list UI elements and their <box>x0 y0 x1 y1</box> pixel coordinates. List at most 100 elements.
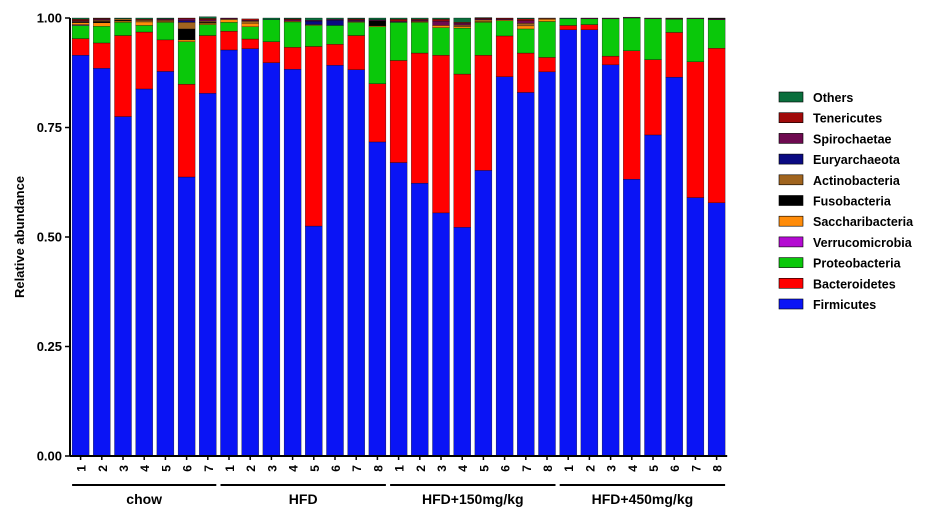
legend-swatch <box>779 258 803 268</box>
bar-segment-proteobacteria <box>539 22 556 58</box>
x-tick-label: 2 <box>244 465 258 472</box>
bar-segment-firmicutes <box>72 55 89 456</box>
bar-segment-proteobacteria <box>602 19 619 56</box>
y-tick-label: 0.50 <box>37 230 62 245</box>
y-axis-label: Relative abundance <box>12 176 27 298</box>
bar-segment-firmicutes <box>390 163 407 456</box>
bar-segment-saccharibacteria <box>242 23 259 27</box>
bar-segment-actinobacteria <box>178 22 195 29</box>
bar-segment-saccharibacteria <box>115 21 132 22</box>
bar-segment-bacteroidetes <box>581 25 598 30</box>
bar-segment-spirochaetae <box>645 18 662 19</box>
bar-segment-proteobacteria <box>72 25 89 38</box>
bar-segment-bacteroidetes <box>390 60 407 162</box>
bar-segment-others <box>411 18 428 19</box>
legend-label: Actinobacteria <box>813 174 901 188</box>
bar-segment-proteobacteria <box>645 19 662 60</box>
bar-segment-bacteroidetes <box>708 48 725 203</box>
bar-segment-firmicutes <box>284 69 301 456</box>
bar-segment-others <box>263 18 280 20</box>
bar-segment-bacteroidetes <box>517 53 534 92</box>
bar-segment-spirochaetae <box>411 20 428 21</box>
bar-segment-others <box>305 18 322 20</box>
bar-segment-others <box>284 18 301 19</box>
legend-label: Proteobacteria <box>813 257 902 271</box>
legend-label: Fusobacteria <box>813 195 892 209</box>
bar-segment-saccharibacteria <box>433 25 450 27</box>
bar-segment-others <box>327 18 344 19</box>
legend-label: Bacteroidetes <box>813 277 896 291</box>
bar-segment-firmicutes <box>157 71 174 456</box>
y-tick-label: 0.25 <box>37 339 62 354</box>
bar-segment-spirochaetae <box>284 20 301 21</box>
bar-segment-proteobacteria <box>687 19 704 62</box>
y-tick-label: 1.00 <box>37 11 62 26</box>
bar-segment-tenericutes <box>390 19 407 21</box>
bar-segment-proteobacteria <box>517 29 534 53</box>
bar-segment-bacteroidetes <box>93 43 110 68</box>
group-label: HFD+150mg/kg <box>422 491 524 507</box>
legend-swatch <box>779 133 803 143</box>
bar-segment-others <box>560 18 577 19</box>
bar-segment-bacteroidetes <box>496 36 513 77</box>
bar-segment-others <box>390 18 407 19</box>
bar-segment-bacteroidetes <box>623 51 640 179</box>
bar-segment-tenericutes <box>242 19 259 20</box>
bar-segment-saccharibacteria <box>136 22 153 26</box>
x-tick-label: 3 <box>605 465 619 472</box>
legend-swatch <box>779 113 803 123</box>
bar-segment-firmicutes <box>454 227 471 456</box>
legend-swatch <box>779 154 803 164</box>
bar-segment-bacteroidetes <box>305 46 322 226</box>
y-tick-label: 0.75 <box>37 120 62 135</box>
x-tick-label: 2 <box>96 465 110 472</box>
x-tick-label: 6 <box>329 465 343 472</box>
bar-segment-firmicutes <box>517 92 534 456</box>
legend-label: Firmicutes <box>813 298 876 312</box>
legend-swatch <box>779 237 803 247</box>
bar-segment-saccharibacteria <box>221 20 238 23</box>
legend-swatch <box>779 216 803 226</box>
bar-segment-proteobacteria <box>263 20 280 42</box>
group-label: chow <box>126 491 162 507</box>
bar-segment-spirochaetae <box>199 20 216 21</box>
x-tick-label: 1 <box>393 465 407 472</box>
bar-segment-tenericutes <box>433 19 450 21</box>
bar-segment-saccharibacteria <box>72 23 89 25</box>
x-tick-label: 7 <box>350 465 364 472</box>
bar-segment-others <box>157 18 174 19</box>
bar-segment-bacteroidetes <box>327 44 344 65</box>
bar-segment-firmicutes <box>178 177 195 456</box>
x-tick-label: 6 <box>668 465 682 472</box>
bar-segment-euryarchaeota <box>327 20 344 25</box>
x-tick-label: 3 <box>435 465 449 472</box>
bar-segment-proteobacteria <box>242 27 259 39</box>
bar-segment-bacteroidetes <box>433 55 450 213</box>
bar-segment-proteobacteria <box>348 22 365 35</box>
bar-segment-firmicutes <box>369 142 386 456</box>
bar-segment-proteobacteria <box>221 22 238 31</box>
bar-segment-bacteroidetes <box>475 55 492 170</box>
x-tick-label: 2 <box>583 465 597 472</box>
legend-label: Others <box>813 91 853 105</box>
bar-segment-actinobacteria <box>242 21 259 23</box>
bar-segment-spirochaetae <box>433 21 450 25</box>
y-tick-label: 0.00 <box>37 449 62 464</box>
bar-segment-firmicutes <box>327 65 344 456</box>
bar-segment-proteobacteria <box>136 25 153 32</box>
bar-segment-firmicutes <box>496 77 513 456</box>
bar-segment-firmicutes <box>581 30 598 456</box>
bar-segment-tenericutes <box>72 19 89 20</box>
bar-segment-firmicutes <box>560 30 577 456</box>
bar-segment-proteobacteria <box>454 28 471 74</box>
bar-segment-bacteroidetes <box>687 62 704 198</box>
bar-segment-proteobacteria <box>496 21 513 36</box>
legend-label: Euryarchaeota <box>813 153 901 167</box>
bar-segment-spirochaetae <box>517 21 534 24</box>
bar-segment-bacteroidetes <box>454 74 471 227</box>
x-tick-label: 1 <box>562 465 576 472</box>
bar-segment-actinobacteria <box>475 20 492 22</box>
bar-segment-actinobacteria <box>517 23 534 26</box>
